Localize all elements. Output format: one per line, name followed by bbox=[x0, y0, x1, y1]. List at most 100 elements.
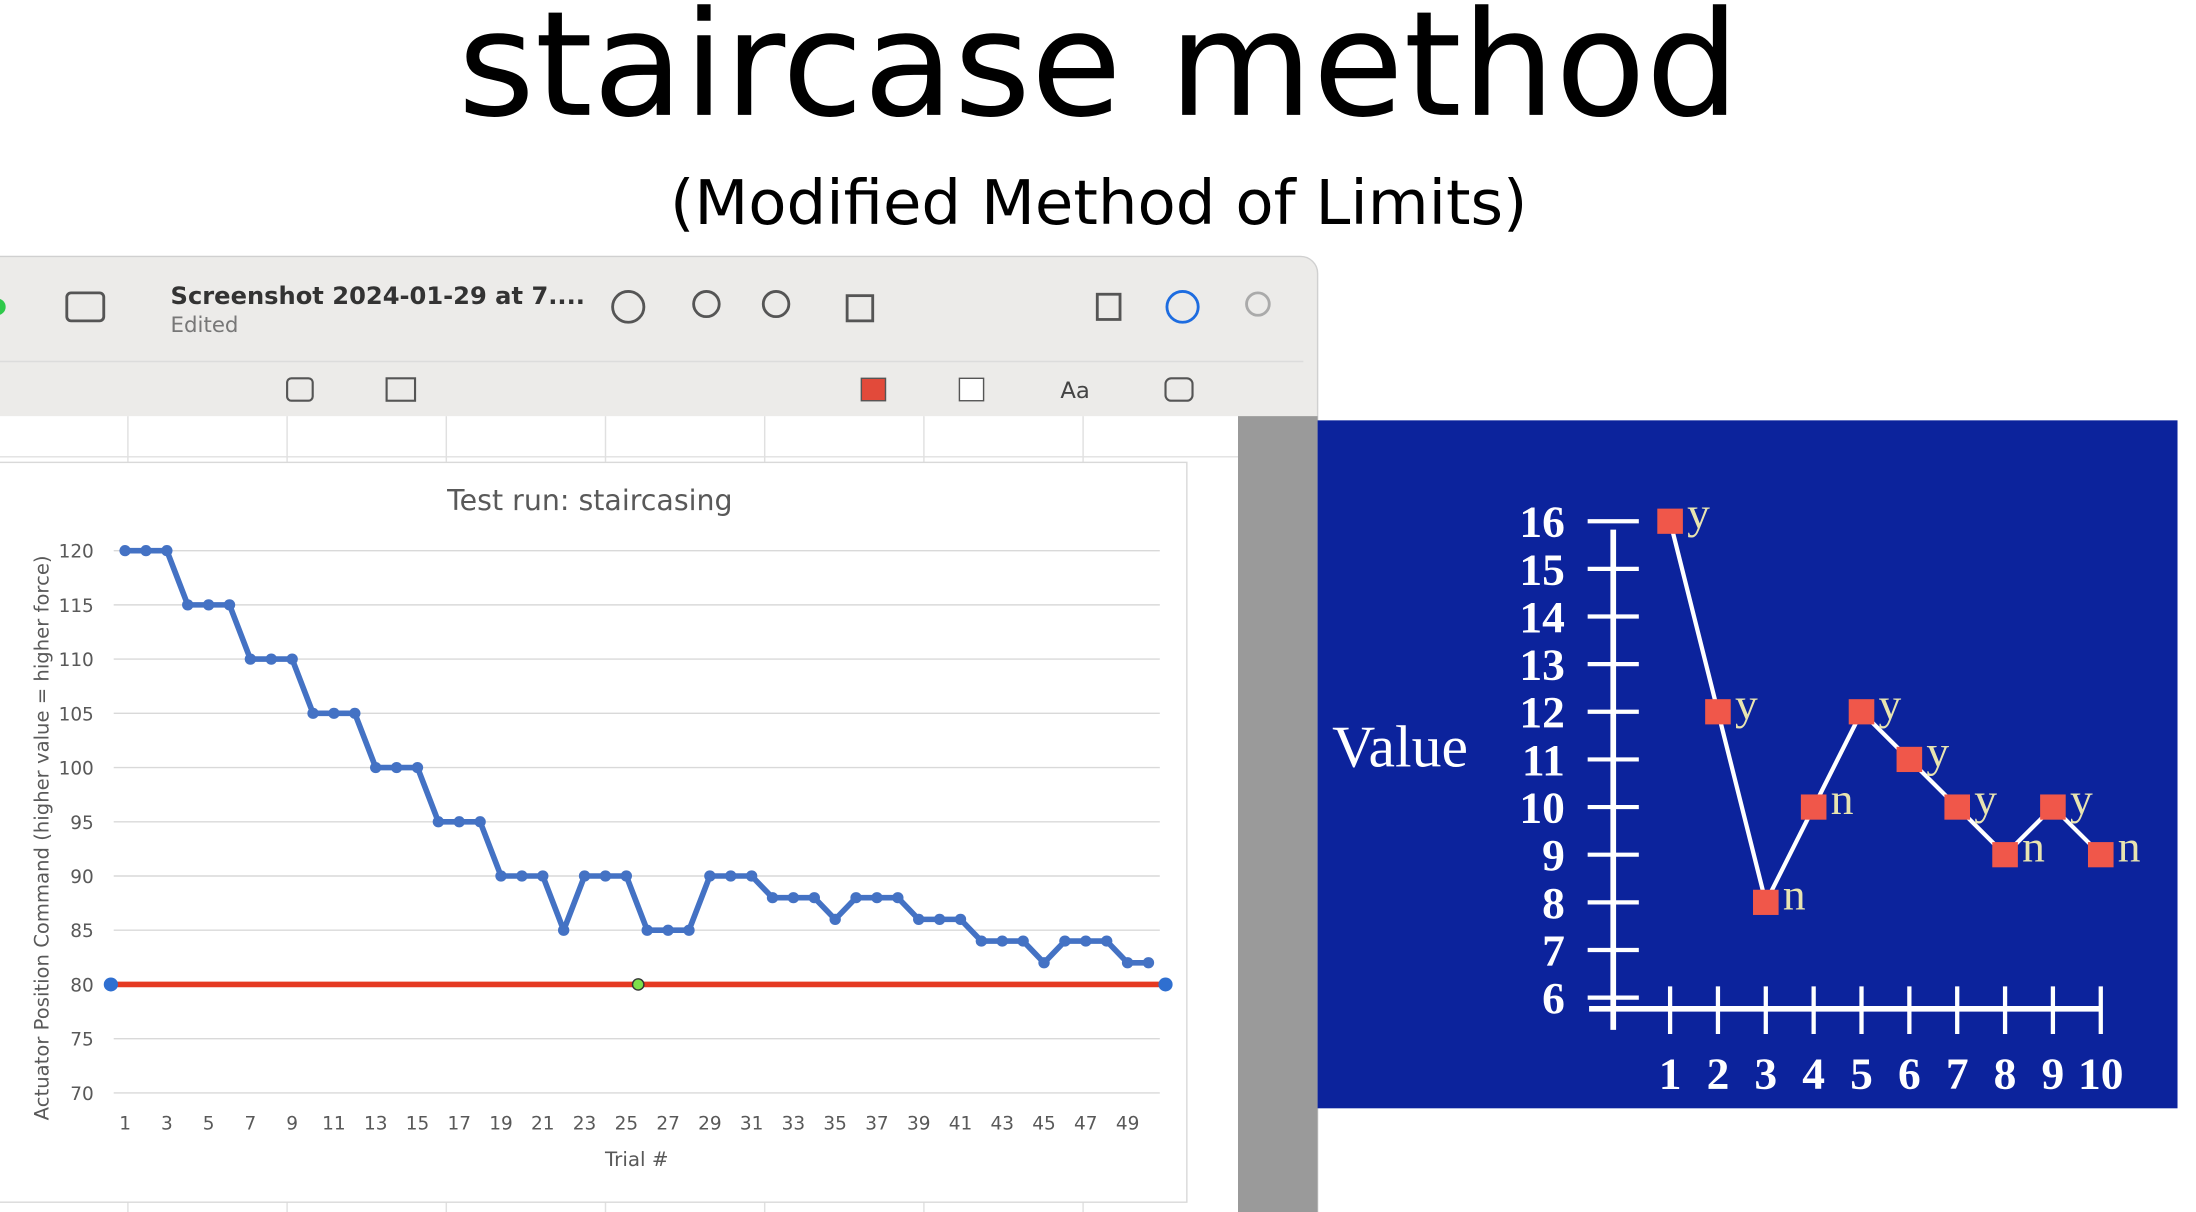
data-point bbox=[411, 761, 424, 774]
y-tick-label: 85 bbox=[70, 921, 93, 942]
data-point bbox=[265, 653, 277, 665]
zoom-button[interactable] bbox=[0, 298, 6, 315]
data-point bbox=[913, 913, 925, 925]
x-tick-label: 1 bbox=[1659, 1049, 1682, 1099]
data-point bbox=[307, 707, 319, 719]
data-point bbox=[1080, 935, 1092, 947]
y-tick-label: 9 bbox=[1542, 830, 1565, 880]
point-label: y bbox=[1687, 489, 1710, 539]
x-tick-label: 13 bbox=[364, 1113, 387, 1134]
scroll-area bbox=[1238, 416, 1318, 1212]
info-button[interactable] bbox=[611, 290, 646, 324]
text-button[interactable] bbox=[385, 377, 417, 402]
data-point bbox=[1657, 508, 1683, 534]
markup-button[interactable] bbox=[1165, 290, 1200, 324]
slide-subtitle: (Modified Method of Limits) bbox=[670, 167, 1528, 239]
sidebar-button[interactable] bbox=[65, 291, 106, 323]
data-point bbox=[954, 913, 967, 925]
point-label: n bbox=[1783, 870, 1806, 920]
data-point bbox=[662, 924, 674, 936]
y-tick-label: 120 bbox=[59, 542, 94, 563]
data-point bbox=[1944, 794, 1971, 820]
y-tick-label: 11 bbox=[1522, 735, 1565, 785]
x-tick-label: 7 bbox=[1946, 1049, 1969, 1099]
x-tick-label: 29 bbox=[698, 1113, 721, 1134]
data-point bbox=[892, 892, 904, 904]
point-label: y bbox=[1926, 727, 1949, 777]
data-point bbox=[933, 913, 946, 925]
data-point bbox=[850, 892, 862, 904]
data-point bbox=[537, 870, 549, 882]
data-point bbox=[495, 870, 507, 882]
data-point bbox=[808, 892, 820, 904]
y-tick-label: 115 bbox=[59, 596, 94, 617]
y-axis-label: Value bbox=[1332, 714, 1468, 780]
data-point bbox=[516, 870, 528, 882]
border-color-button[interactable] bbox=[860, 377, 887, 402]
rotate-button[interactable] bbox=[1095, 292, 1122, 321]
data-point bbox=[975, 935, 988, 947]
x-tick-label: 2 bbox=[1707, 1049, 1730, 1099]
y-tick-label: 6 bbox=[1542, 973, 1565, 1023]
point-label: y bbox=[1974, 774, 1997, 824]
x-tick-label: 6 bbox=[1898, 1049, 1921, 1099]
x-tick-label: 3 bbox=[1754, 1049, 1777, 1099]
x-tick-label: 5 bbox=[203, 1113, 215, 1134]
x-tick-label: 17 bbox=[447, 1113, 470, 1134]
data-point bbox=[1059, 935, 1071, 947]
selection-handle bbox=[631, 978, 645, 991]
y-tick-label: 75 bbox=[70, 1030, 93, 1051]
data-point bbox=[1017, 935, 1029, 947]
y-tick-label: 15 bbox=[1519, 545, 1564, 595]
x-tick-label: 3 bbox=[161, 1113, 173, 1134]
data-point bbox=[1121, 957, 1134, 969]
y-tick-label: 70 bbox=[70, 1084, 93, 1105]
data-point bbox=[328, 707, 340, 719]
x-tick-label: 31 bbox=[740, 1113, 763, 1134]
data-point bbox=[390, 761, 403, 774]
y-tick-label: 8 bbox=[1542, 878, 1565, 928]
data-point bbox=[1101, 935, 1113, 947]
data-point bbox=[829, 913, 841, 925]
data-point bbox=[620, 870, 633, 882]
x-tick-label: 9 bbox=[2042, 1049, 2065, 1099]
data-point bbox=[871, 892, 883, 904]
chart-title: Test run: staircasing bbox=[446, 484, 732, 517]
shapes-button[interactable] bbox=[286, 377, 314, 402]
x-tick-label: 4 bbox=[1802, 1049, 1825, 1099]
zoom-in-button[interactable] bbox=[761, 290, 791, 319]
x-tick-label: 47 bbox=[1074, 1113, 1097, 1134]
x-tick-label: 39 bbox=[907, 1113, 930, 1134]
point-label: y bbox=[2070, 774, 2093, 824]
y-tick-label: 12 bbox=[1519, 687, 1564, 737]
share-button[interactable] bbox=[845, 294, 875, 323]
data-point bbox=[432, 816, 445, 828]
data-point bbox=[286, 653, 298, 665]
chart-panel bbox=[1317, 420, 2178, 1109]
point-label: y bbox=[1879, 679, 1902, 729]
x-tick-label: 8 bbox=[1994, 1049, 2017, 1099]
x-tick-label: 23 bbox=[573, 1113, 596, 1134]
fill-color-button[interactable] bbox=[958, 377, 985, 402]
data-point bbox=[244, 653, 257, 665]
data-point bbox=[683, 924, 695, 936]
data-point bbox=[725, 870, 737, 882]
x-tick-label: 5 bbox=[1850, 1049, 1873, 1099]
y-tick-label: 13 bbox=[1519, 640, 1564, 690]
zoom-out-button[interactable] bbox=[692, 290, 721, 319]
data-point bbox=[996, 935, 1008, 947]
data-point bbox=[1896, 746, 1923, 773]
data-point bbox=[704, 870, 716, 882]
search-button[interactable] bbox=[1245, 291, 1271, 317]
point-label: y bbox=[1735, 679, 1758, 729]
note-button[interactable] bbox=[1164, 377, 1194, 402]
point-label: n bbox=[2022, 822, 2045, 872]
x-tick-label: 9 bbox=[286, 1113, 298, 1134]
y-tick-label: 105 bbox=[59, 704, 94, 725]
x-tick-label: 15 bbox=[406, 1113, 429, 1134]
y-tick-label: 10 bbox=[1519, 783, 1564, 833]
x-tick-label: 7 bbox=[245, 1113, 257, 1134]
y-tick-label: 110 bbox=[59, 650, 94, 671]
text-style-button[interactable]: Aa bbox=[1060, 378, 1089, 404]
